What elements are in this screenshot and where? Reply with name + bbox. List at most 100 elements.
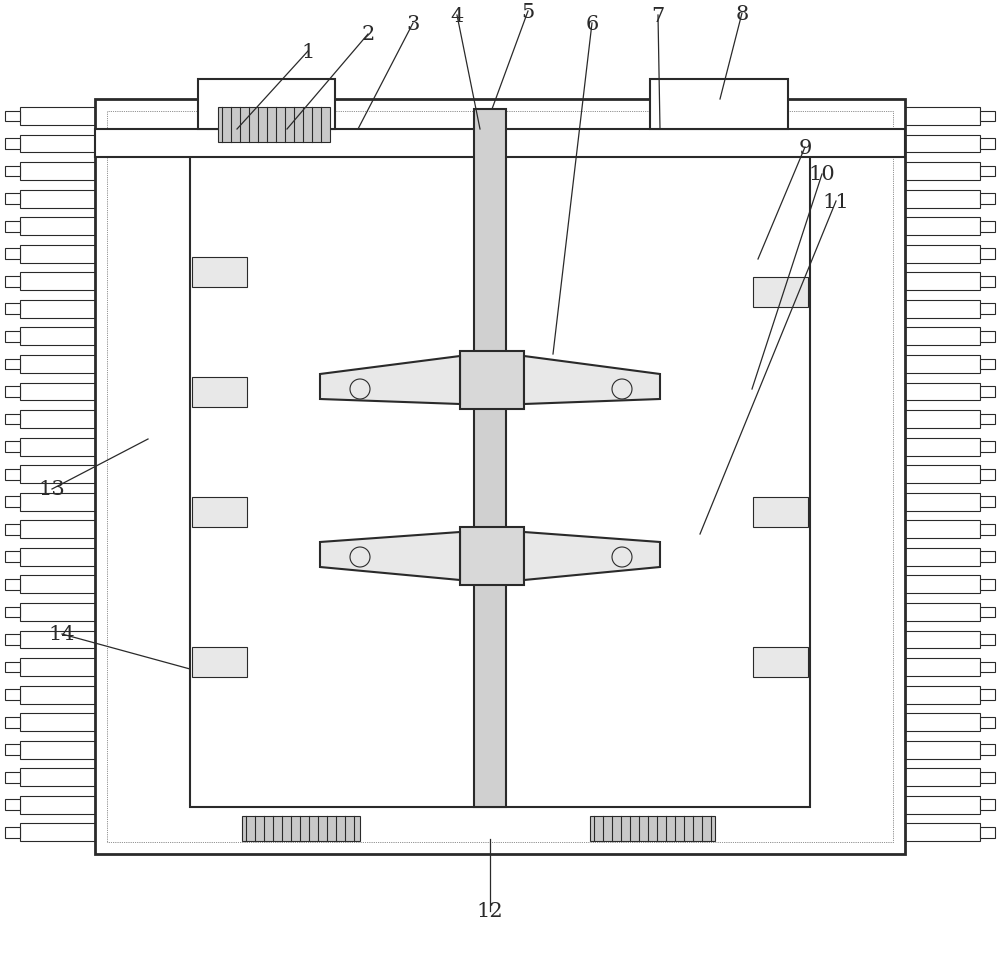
Polygon shape — [524, 356, 660, 405]
Bar — [905, 576, 980, 594]
Bar — [218, 108, 330, 143]
Bar — [905, 796, 980, 814]
Bar — [5, 524, 20, 535]
Bar — [980, 497, 995, 508]
Bar — [905, 686, 980, 704]
Bar — [20, 163, 95, 181]
Text: 12: 12 — [477, 902, 503, 921]
Text: 8: 8 — [735, 5, 749, 24]
Bar — [905, 631, 980, 649]
Bar — [905, 218, 980, 236]
Bar — [980, 167, 995, 177]
Bar — [95, 130, 905, 158]
Bar — [95, 100, 905, 854]
Text: 11: 11 — [823, 193, 849, 212]
Text: 14: 14 — [49, 625, 75, 644]
Text: 3: 3 — [406, 14, 420, 33]
Bar — [905, 714, 980, 731]
Bar — [5, 607, 20, 618]
Bar — [905, 300, 980, 318]
Bar — [980, 194, 995, 205]
Bar — [20, 603, 95, 621]
Bar — [980, 744, 995, 756]
Bar — [20, 355, 95, 374]
Bar — [474, 110, 506, 807]
Bar — [5, 249, 20, 260]
Bar — [980, 662, 995, 673]
Bar — [5, 497, 20, 508]
Bar — [20, 741, 95, 759]
Bar — [20, 768, 95, 786]
Bar — [980, 112, 995, 122]
Bar — [905, 823, 980, 841]
Bar — [20, 466, 95, 483]
Bar — [192, 257, 247, 288]
Bar — [460, 352, 524, 410]
Bar — [20, 383, 95, 401]
Text: 10: 10 — [809, 165, 835, 184]
Bar — [650, 80, 788, 130]
Bar — [5, 827, 20, 838]
Text: 9: 9 — [798, 138, 812, 157]
Bar — [242, 816, 360, 841]
Bar — [192, 497, 247, 527]
Bar — [980, 359, 995, 370]
Bar — [980, 524, 995, 535]
Bar — [980, 469, 995, 480]
Bar — [5, 415, 20, 425]
Bar — [107, 112, 893, 842]
Bar — [905, 741, 980, 759]
Bar — [905, 411, 980, 429]
Bar — [905, 135, 980, 153]
Bar — [192, 377, 247, 408]
Bar — [980, 800, 995, 810]
Bar — [5, 744, 20, 756]
Bar — [905, 659, 980, 677]
Bar — [5, 717, 20, 728]
Bar — [5, 579, 20, 590]
Bar — [980, 635, 995, 645]
Text: 7: 7 — [651, 7, 665, 26]
Bar — [5, 635, 20, 645]
Text: 6: 6 — [585, 14, 599, 33]
Bar — [980, 579, 995, 590]
Bar — [980, 387, 995, 397]
Bar — [5, 662, 20, 673]
Bar — [460, 527, 524, 585]
Bar — [5, 800, 20, 810]
Bar — [20, 520, 95, 538]
Bar — [190, 154, 810, 807]
Bar — [905, 768, 980, 786]
Bar — [5, 139, 20, 150]
Bar — [905, 246, 980, 263]
Bar — [20, 218, 95, 236]
Bar — [905, 383, 980, 401]
Bar — [192, 647, 247, 678]
Bar — [20, 714, 95, 731]
Polygon shape — [524, 533, 660, 580]
Text: 1: 1 — [301, 43, 315, 61]
Bar — [20, 246, 95, 263]
Bar — [905, 548, 980, 566]
Bar — [5, 552, 20, 562]
Bar — [20, 576, 95, 594]
Bar — [20, 494, 95, 511]
Bar — [905, 438, 980, 456]
Bar — [980, 552, 995, 562]
Bar — [905, 274, 980, 291]
Bar — [20, 135, 95, 153]
Bar — [20, 631, 95, 649]
Polygon shape — [320, 533, 460, 580]
Text: 2: 2 — [361, 26, 375, 45]
Bar — [905, 603, 980, 621]
Bar — [5, 442, 20, 453]
Bar — [5, 112, 20, 122]
Bar — [20, 108, 95, 126]
Bar — [20, 328, 95, 346]
Bar — [20, 686, 95, 704]
Bar — [20, 438, 95, 456]
Bar — [5, 387, 20, 397]
Bar — [905, 466, 980, 483]
Bar — [980, 442, 995, 453]
Bar — [905, 108, 980, 126]
